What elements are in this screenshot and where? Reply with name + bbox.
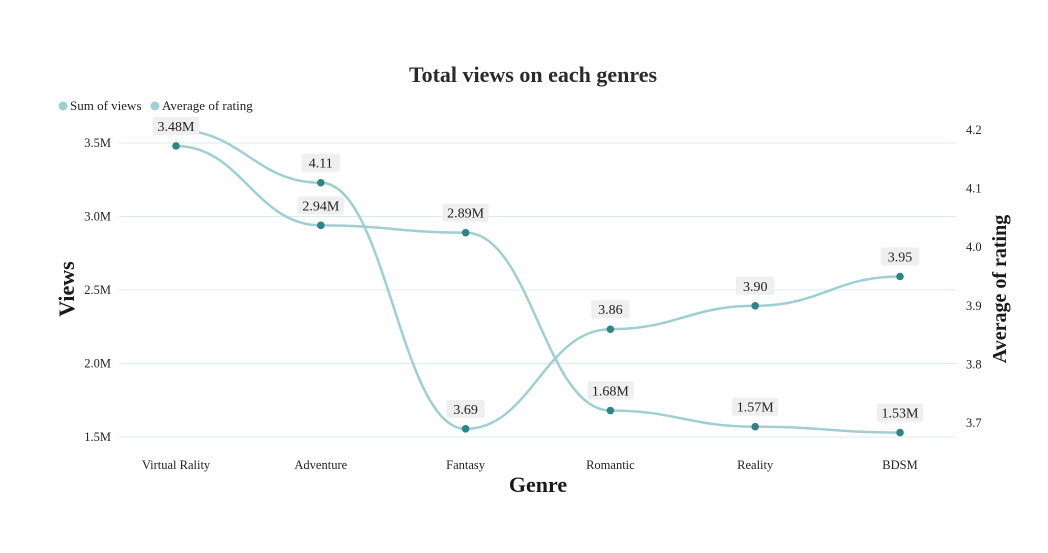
y2-tick-label: 4.1 — [966, 182, 982, 196]
y2-tick-label: 4.2 — [966, 123, 982, 137]
data-point — [317, 178, 325, 187]
data-label-bg — [877, 403, 923, 422]
data-label: 2.94M — [302, 199, 340, 214]
legend: Sum of views Average of rating — [58, 98, 253, 113]
data-label-bg — [736, 276, 775, 295]
data-label-bg — [587, 381, 634, 400]
x-tick-label: BDSM — [882, 458, 917, 472]
data-label: 1.68M — [592, 385, 630, 400]
y2-tick-label: 4.0 — [966, 240, 982, 254]
y-tick-label: 1.5M — [84, 430, 111, 444]
data-point — [461, 228, 470, 237]
y-tick-label: 3.0M — [84, 210, 111, 224]
data-label-bg — [446, 399, 485, 418]
data-point — [606, 325, 615, 334]
series-line-rating — [175, 128, 901, 431]
data-point — [751, 302, 759, 310]
x-axis-title: Genre — [509, 472, 567, 497]
x-tick-label: Adventure — [294, 458, 347, 472]
data-label-bg — [732, 397, 779, 416]
y2-tick-label: 3.7 — [966, 416, 982, 430]
legend-label-views: Sum of views — [70, 98, 142, 113]
y2-tick-label: 3.9 — [966, 299, 982, 313]
data-label: 3.90 — [743, 280, 768, 295]
data-point — [896, 272, 904, 281]
data-label: 1.53M — [882, 407, 920, 422]
y-axis-title: Views — [54, 261, 79, 317]
data-label: 3.69 — [453, 403, 478, 418]
data-label-bg — [591, 300, 630, 319]
x-tick-label: Fantasy — [446, 458, 486, 472]
data-point — [751, 422, 759, 431]
legend-marker-views — [58, 101, 68, 111]
data-label-bg — [153, 116, 199, 135]
legend-marker-rating — [150, 101, 160, 111]
x-tick-label: Virtual Rality — [142, 458, 211, 472]
data-point — [172, 142, 180, 150]
y-tick-label: 2.5M — [84, 283, 111, 297]
data-label-bg — [301, 153, 340, 172]
data-labels: 3.48M 2.94M 2.89M 1.68M 1.57M 1.53M 4.11 3.69 3.… — [153, 116, 923, 422]
data-label-bg — [880, 247, 920, 266]
x-axis: Virtual Rality Adventure Fantasy Romantic Re… — [142, 458, 918, 472]
data-point — [461, 425, 470, 433]
y-tick-label: 3.5M — [84, 136, 111, 150]
x-tick-label: Reality — [737, 458, 774, 472]
y-axis-left: 1.5M 2.0M 2.5M 3.0M 3.5M — [84, 136, 111, 444]
data-point — [896, 428, 904, 437]
x-tick-label: Romantic — [586, 458, 635, 472]
data-label: 3.95 — [888, 251, 913, 266]
legend-label-rating: Average of rating — [162, 98, 253, 113]
data-label-bg — [297, 196, 344, 215]
data-label: 4.11 — [309, 157, 333, 172]
data-label: 2.89M — [447, 207, 485, 222]
data-label: 3.86 — [598, 303, 623, 318]
gridlines — [119, 142, 956, 438]
y2-axis-title: Average of rating — [989, 215, 1011, 363]
data-point — [606, 406, 615, 415]
data-label-bg — [442, 203, 489, 222]
series-line-views — [175, 144, 901, 434]
data-point — [317, 221, 325, 230]
series-lines — [175, 128, 901, 434]
chart-title: Total views on each genres — [409, 62, 658, 87]
y-tick-label: 2.0M — [84, 357, 111, 371]
data-label: 1.57M — [737, 401, 775, 416]
y-axis-right: 3.7 3.8 3.9 4.0 4.1 4.2 — [966, 123, 982, 430]
y2-tick-label: 3.8 — [966, 357, 982, 371]
series-points — [172, 126, 904, 437]
data-label: 3.48M — [158, 120, 196, 135]
